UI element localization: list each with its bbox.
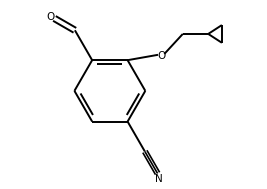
Text: N: N bbox=[155, 174, 162, 184]
Text: O: O bbox=[46, 12, 54, 22]
Text: O: O bbox=[157, 51, 166, 61]
